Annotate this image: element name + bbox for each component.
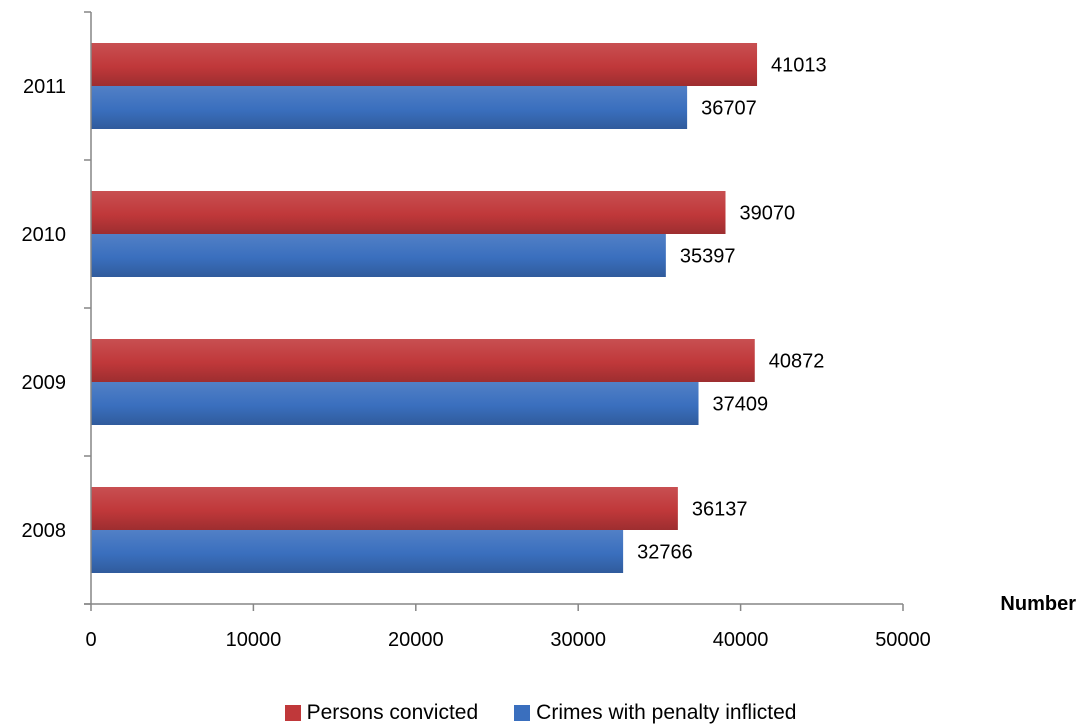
legend-swatch-crimes-with-penalty — [514, 704, 531, 721]
bar-persons-convicted-2011 — [91, 43, 758, 86]
data-label-crimes-with-penalty-inflicted-2010: 35397 — [680, 246, 736, 268]
data-label-persons-convicted-2009: 40872 — [769, 351, 825, 373]
data-label-persons-convicted-2010: 39070 — [739, 203, 795, 225]
bar-persons-convicted-2009 — [91, 339, 755, 382]
bar-persons-convicted-2008 — [91, 487, 678, 530]
data-label-crimes-with-penalty-inflicted-2011: 36707 — [701, 98, 757, 120]
chart-svg: 2008 2009 2010 2011 0 10000 20000 30000 40000 500… — [22, 11, 1076, 651]
legend-item-persons-convicted: Persons convicted — [284, 700, 479, 725]
y-tick-label-2008: 2008 — [22, 520, 67, 542]
legend-label-persons-convicted: Persons convicted — [306, 700, 479, 724]
x-axis-title: Number — [1000, 593, 1076, 615]
bar-crimes-with-penalty-inflicted-2011 — [91, 86, 688, 129]
x-tick-label-0: 0 — [85, 629, 96, 651]
x-tick-label-20000: 20000 — [388, 629, 444, 651]
x-tick-label-10000: 10000 — [226, 629, 282, 651]
bar-persons-convicted-2010 — [91, 191, 726, 234]
bar-crimes-with-penalty-inflicted-2008 — [91, 530, 624, 573]
legend-swatch-persons-convicted — [284, 704, 301, 721]
data-label-persons-convicted-2008: 36137 — [692, 499, 748, 521]
ticks-layer: 2008 2009 2010 2011 0 10000 20000 30000 40000 500… — [22, 11, 931, 651]
bars-layer — [91, 43, 758, 573]
y-tick-label-2009: 2009 — [22, 372, 67, 394]
x-tick-label-50000: 50000 — [875, 629, 931, 651]
bar-crimes-with-penalty-inflicted-2009 — [91, 382, 699, 425]
legend: Persons convicted Crimes with penalty in… — [0, 700, 1081, 725]
y-tick-label-2010: 2010 — [22, 224, 67, 246]
data-label-persons-convicted-2011: 41013 — [771, 55, 827, 77]
data-label-crimes-with-penalty-inflicted-2008: 32766 — [637, 542, 693, 564]
bar-crimes-with-penalty-inflicted-2010 — [91, 234, 666, 277]
y-tick-label-2011: 2011 — [23, 76, 66, 98]
legend-label-crimes-with-penalty: Crimes with penalty inflicted — [536, 700, 797, 724]
legend-item-crimes-with-penalty: Crimes with penalty inflicted — [514, 701, 796, 725]
x-tick-label-30000: 30000 — [550, 629, 606, 651]
data-label-crimes-with-penalty-inflicted-2009: 37409 — [713, 394, 769, 416]
x-tick-label-40000: 40000 — [713, 629, 769, 651]
